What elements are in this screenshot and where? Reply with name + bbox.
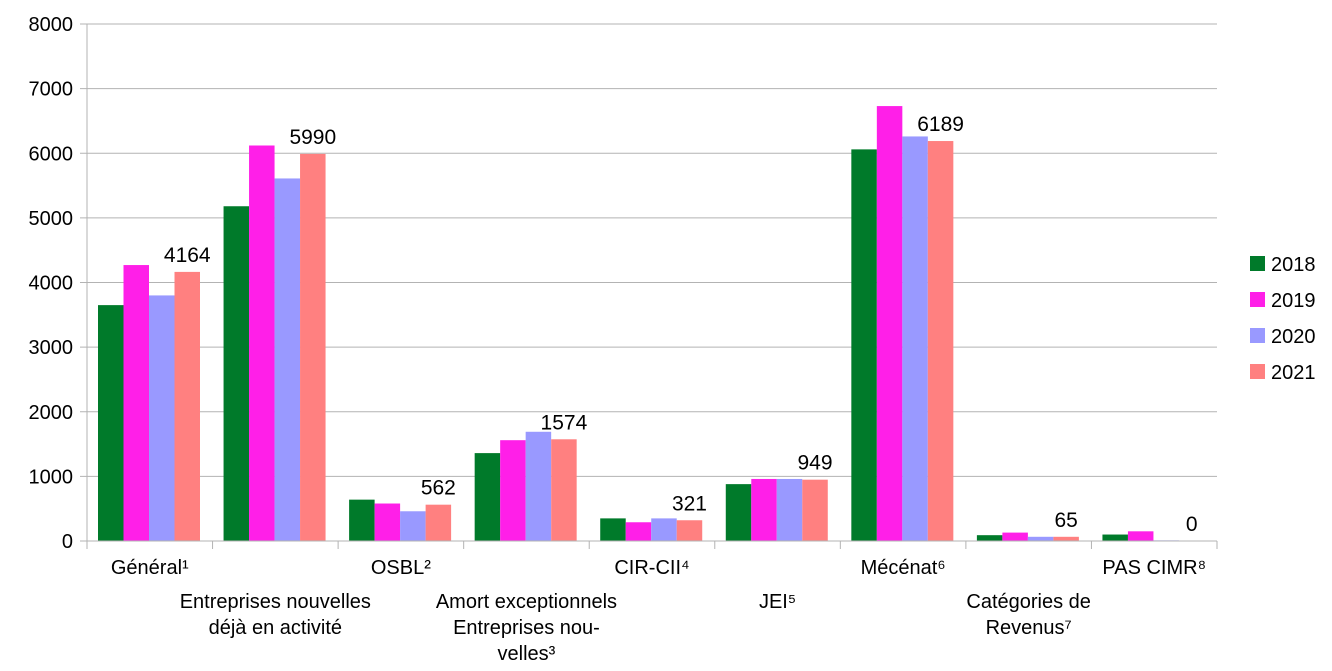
bar [174,271,200,541]
y-tick-label: 1000 [29,466,74,488]
bar [851,149,877,541]
x-category-label: PAS CIMR⁸ [1102,557,1206,579]
bar [149,295,175,541]
y-tick-label: 6000 [29,143,74,165]
x-category-label-line: Général¹ [111,557,189,579]
x-category-label-line: velles³ [498,643,556,665]
bar [474,453,501,541]
x-category-label: Entreprises nouvelles déjà en activité [180,591,371,639]
y-tick-label: 7000 [29,79,74,101]
legend-swatch [1250,364,1265,379]
data-label: 5990 [289,126,336,149]
legend-swatch [1250,328,1265,343]
x-category-label-line: OSBL² [371,557,431,579]
bar [123,265,149,541]
x-category-label: Mécénat⁶ [861,557,946,579]
x-category-label: JEI⁵ [759,591,796,613]
legend-swatch [1250,256,1265,271]
bar [300,153,326,542]
legend-label: 2020 [1271,326,1316,348]
bar [500,440,526,541]
data-label: 321 [672,492,707,515]
bar [1027,536,1054,541]
bar [374,503,401,541]
bar [625,522,652,541]
bar [349,499,375,541]
bar [600,518,626,541]
bar [802,479,828,541]
x-category-label-line: Entreprises nouvelles [180,591,371,613]
x-category-label: CIR-CII⁴ [614,557,689,579]
bar [1002,532,1028,541]
bar [1127,531,1154,541]
x-category-label-line: Catégories de [966,591,1091,613]
data-label: 65 [1054,509,1077,532]
x-category-label-line: JEI⁵ [759,591,796,613]
bar [725,484,752,541]
y-tick-label: 4000 [29,273,74,295]
bar [902,136,928,541]
y-tick-label: 8000 [29,14,74,36]
x-category-label: OSBL² [371,557,431,579]
labels: 0 1000 2000 3000 4000 5000 6000 7000 8000 4164 599… [29,14,1207,665]
x-category-label: Catégories de Revenus⁷ [966,591,1091,639]
data-label: 4164 [164,244,211,267]
bar [223,206,250,541]
x-category-label: Amort exceptionnels Entreprises nou-velle… [436,591,617,665]
bar [525,431,552,541]
x-category-label-line: déjà en activité [209,617,342,639]
bar [876,106,903,541]
legend: 2018 2019 2020 2021 [1250,254,1316,384]
bar [249,145,275,541]
data-label: 6189 [917,113,964,136]
bar [1102,534,1128,541]
data-label: 1574 [541,411,588,434]
bar [776,478,803,541]
bar [676,520,703,541]
bar [98,305,124,541]
legend-swatch [1250,292,1265,307]
x-category-label-line: Revenus⁷ [986,617,1072,639]
bars [98,106,1179,542]
data-label: 949 [798,452,833,475]
x-category-label-line: PAS CIMR⁸ [1102,557,1206,579]
x-category-label-line: Entreprises nou- [453,617,600,639]
bar [976,535,1003,541]
x-category-label-line: Amort exceptionnels [436,591,617,613]
x-category-label-line: Mécénat⁶ [861,557,946,579]
data-label: 0 [1186,513,1198,536]
y-tick-label: 3000 [29,337,74,359]
bar [551,439,577,541]
legend-label: 2021 [1271,362,1316,384]
bar [1053,536,1079,541]
bar [274,178,301,542]
data-label: 562 [421,477,456,500]
bar [927,141,954,541]
x-category-label: Général¹ [111,557,189,579]
legend-label: 2018 [1271,254,1316,276]
y-tick-label: 5000 [29,208,74,230]
legend-label: 2019 [1271,290,1316,312]
bar [651,518,677,541]
y-tick-label: 2000 [29,402,74,424]
bar [425,504,452,541]
axes [80,23,1218,549]
x-category-label-line: CIR-CII⁴ [614,557,689,579]
bar [400,511,426,541]
bar [751,478,777,541]
y-tick-label: 0 [62,531,73,553]
